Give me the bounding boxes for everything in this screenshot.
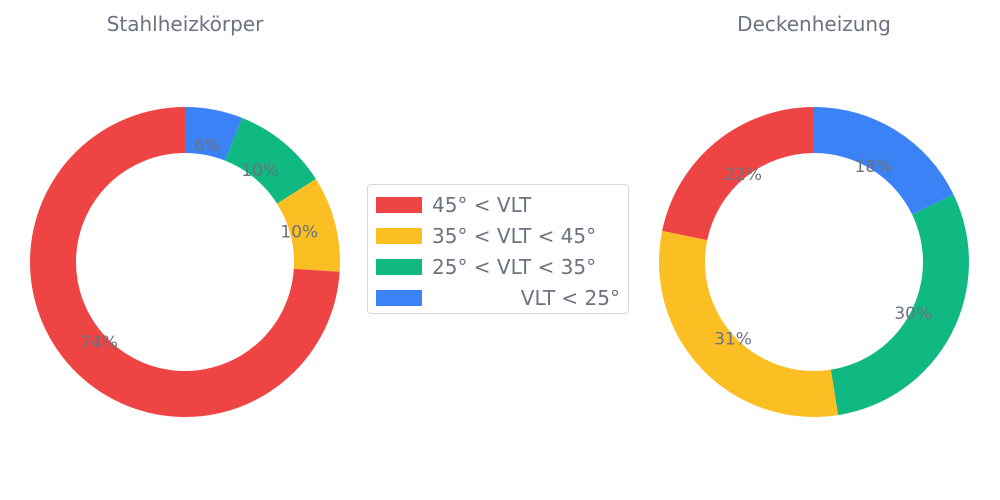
slice-percent-label: 10% [280, 223, 318, 243]
legend-label: 35° < VLT < 45° [432, 223, 597, 248]
donut-slice [185, 107, 243, 161]
donut-slice [29, 107, 340, 417]
legend: 45° < VLT 35° < VLT < 45° 25° < VLT < 35… [367, 184, 629, 314]
donut-slice [225, 117, 316, 204]
legend-swatch-green [376, 258, 422, 275]
donut-slice [814, 107, 954, 215]
legend-label: VLT < 25° [520, 285, 620, 310]
donut-slice [830, 194, 969, 416]
chart-title-stahlheizkoerper: Stahlheizkörper [107, 12, 264, 36]
slice-percent-label: 10% [241, 161, 279, 181]
slice-percent-label: 22% [724, 165, 762, 185]
legend-label: 25° < VLT < 35° [432, 254, 597, 279]
donut-deckenheizung: 18% 30% 31% 22% [659, 107, 969, 417]
slice-percent-label: 31% [714, 329, 752, 349]
legend-item-over-45: 45° < VLT [376, 189, 620, 220]
legend-swatch-red [376, 196, 422, 213]
donut-slice [277, 178, 340, 272]
legend-item-under-25: VLT < 25° [376, 282, 620, 313]
legend-swatch-yellow [376, 227, 422, 244]
slice-percent-label: 18% [855, 157, 893, 177]
donut-stahlheizkoerper: 6% 10% 10% 74% [29, 107, 340, 417]
slice-percent-label: 30% [894, 304, 932, 324]
slice-percent-label: 74% [80, 333, 118, 353]
donut-slice [662, 107, 814, 241]
slice-percent-label: 6% [194, 136, 221, 156]
legend-label: 45° < VLT [432, 192, 532, 217]
chart-title-deckenheizung: Deckenheizung [737, 12, 891, 36]
legend-swatch-blue [376, 289, 422, 306]
donut-slice [659, 230, 839, 417]
legend-item-35-45: 35° < VLT < 45° [376, 220, 620, 251]
legend-item-25-35: 25° < VLT < 35° [376, 251, 620, 282]
